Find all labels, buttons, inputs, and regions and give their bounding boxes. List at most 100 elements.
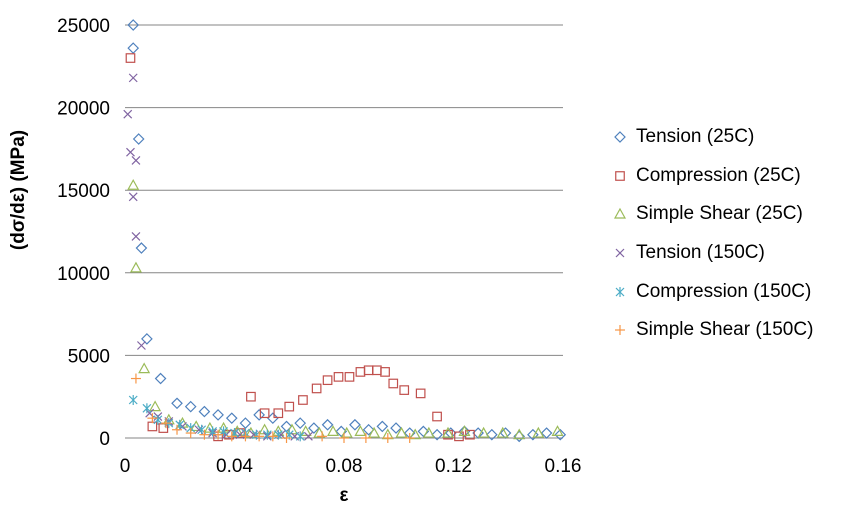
point-s2-14 (299, 425, 312, 436)
point-s4-12 (262, 429, 272, 440)
point-s0-10 (225, 412, 238, 425)
point-s0-11 (239, 417, 252, 429)
point-s5-9 (254, 431, 265, 442)
point-s0-30 (499, 427, 512, 439)
point-s0-24 (417, 425, 430, 438)
point-s4-8 (219, 426, 228, 437)
point-s2-0 (127, 179, 140, 190)
point-s3-0 (123, 109, 133, 119)
x-tick-label-4: 0.16 (545, 456, 582, 477)
legend-marker-0 (614, 131, 626, 144)
point-s5-7 (226, 431, 237, 442)
point-s1-14 (344, 372, 355, 382)
point-s5-6 (213, 429, 224, 440)
legend-item-0: Tension (25C) (612, 118, 813, 157)
legend-label-0: Tension (25C) (636, 126, 755, 148)
point-s3-14 (235, 430, 245, 440)
point-s0-22 (390, 422, 402, 434)
point-s1-8 (273, 408, 284, 419)
point-s5-12 (317, 431, 328, 442)
point-s5-15 (382, 433, 393, 443)
legend-marker-4 (615, 286, 625, 297)
point-s2-3 (149, 400, 162, 412)
point-s1-18 (380, 367, 390, 377)
x-axis-title: ε (339, 485, 348, 506)
point-s0-34 (554, 428, 567, 441)
point-s0-13 (266, 412, 279, 425)
point-s0-17 (321, 418, 334, 431)
point-s0-12 (253, 409, 265, 421)
point-s2-19 (368, 426, 381, 438)
point-s1-9 (284, 401, 295, 412)
point-s5-11 (281, 433, 292, 443)
point-s1-5 (235, 428, 245, 438)
legend-marker-5 (615, 325, 625, 336)
point-s1-10 (298, 395, 308, 405)
point-s0-27 (458, 425, 471, 438)
point-s2-30 (551, 425, 564, 436)
point-s0-14 (280, 420, 293, 433)
legend-item-2: Simple Shear (25C) (612, 195, 813, 234)
point-s3-19 (303, 431, 313, 441)
point-s1-11 (311, 383, 322, 394)
point-s0-33 (540, 427, 553, 439)
point-s1-0 (125, 53, 136, 63)
point-s5-16 (404, 433, 415, 443)
point-s4-13 (273, 429, 283, 440)
point-s1-17 (372, 365, 382, 376)
point-s3-5 (131, 232, 141, 241)
point-s0-21 (376, 420, 389, 433)
legend-label-1: Compression (25C) (636, 164, 801, 186)
point-s0-25 (431, 428, 443, 441)
legend-item-5: Simple Shear (150C) (612, 311, 813, 350)
point-s0-6 (171, 397, 183, 410)
x-tick-label-3: 0.12 (435, 456, 472, 477)
point-s0-7 (184, 400, 197, 413)
legend-marker-1 (615, 171, 625, 181)
data-points (123, 19, 567, 443)
y-axis-title: (dσ/dε) (MPa) (8, 130, 29, 250)
legend-marker-3 (615, 248, 625, 258)
legend-label-4: Compression (150C) (636, 280, 812, 302)
point-s2-15 (313, 426, 326, 438)
point-s0-15 (294, 417, 307, 429)
point-s2-18 (354, 425, 367, 436)
point-s1-15 (355, 367, 366, 377)
point-s5-5 (199, 429, 210, 440)
legend: Tension (25C) Compression (25C) Simple She… (612, 118, 813, 350)
point-s1-12 (322, 375, 333, 386)
point-s2-24 (442, 426, 455, 438)
point-s1-6 (246, 391, 256, 402)
series-2 (127, 179, 564, 440)
point-s5-4 (185, 428, 196, 439)
point-s2-17 (340, 426, 353, 438)
point-s5-13 (339, 433, 349, 443)
point-s0-9 (212, 409, 224, 421)
point-s5-0 (130, 373, 141, 384)
point-s1-16 (363, 365, 374, 376)
point-s4-1 (142, 403, 152, 414)
point-s1-22 (432, 411, 442, 422)
point-s1-25 (465, 429, 475, 440)
y-tick-label-0: 0 (99, 429, 110, 450)
point-s4-15 (295, 431, 305, 442)
point-s4-2 (153, 414, 163, 425)
point-s2-2 (138, 362, 151, 374)
y-tick-label-1: 5000 (68, 346, 110, 367)
point-s0-5 (154, 372, 167, 385)
gridlines (125, 24, 563, 356)
point-s4-7 (208, 426, 218, 437)
point-s2-22 (409, 428, 422, 440)
point-s5-14 (360, 433, 371, 443)
point-s1-21 (415, 388, 426, 399)
point-s0-18 (335, 425, 348, 438)
point-s0-19 (349, 418, 361, 431)
point-s1-20 (399, 385, 410, 395)
y-tick-label-4: 20000 (57, 99, 110, 120)
point-s2-21 (395, 426, 408, 438)
point-s4-0 (128, 395, 138, 406)
point-s5-8 (240, 431, 251, 442)
point-s3-2 (128, 73, 138, 83)
point-s2-29 (532, 426, 545, 438)
x-axis-tick-labels: 0 0.04 0.08 0.12 0.16 (120, 456, 582, 477)
